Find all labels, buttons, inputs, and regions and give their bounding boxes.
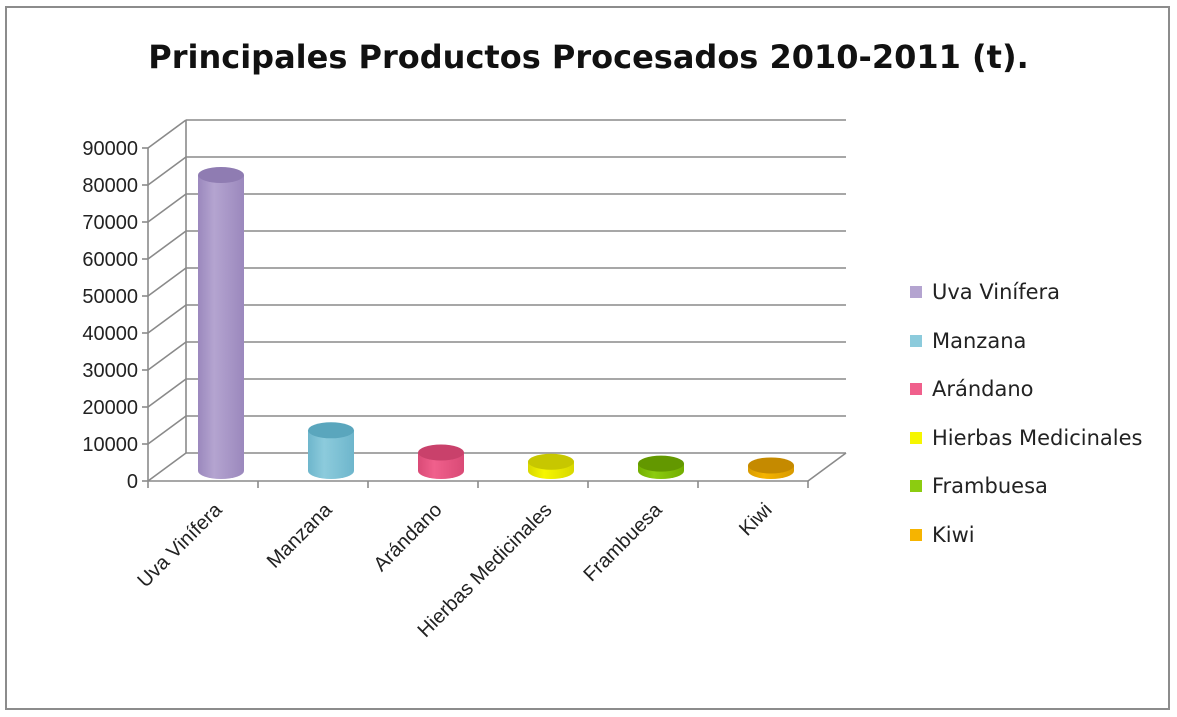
legend-item: Manzana (910, 317, 1142, 366)
bar-top-4 (528, 453, 574, 470)
gridline-depth (147, 304, 187, 334)
gridline-depth (147, 415, 187, 445)
x-tick-label: Manzana (263, 498, 337, 572)
bar-2 (308, 430, 354, 479)
legend-swatch (910, 431, 922, 444)
gridline-depth (147, 341, 187, 371)
legend-item: Hierbas Medicinales (910, 414, 1142, 463)
legend-label: Manzana (932, 328, 1027, 353)
y-tick-label: 60000 (82, 249, 138, 271)
y-tick-label: 0 (127, 471, 138, 493)
legend-label: Frambuesa (932, 474, 1048, 499)
legend-label: Hierbas Medicinales (932, 425, 1143, 450)
legend-item: Arándano (910, 365, 1142, 414)
gridline-depth (147, 119, 187, 149)
legend-swatch (910, 334, 922, 347)
chart-legend: Uva Vinífera Manzana Arándano Hierbas Medic… (910, 268, 1142, 559)
gridline-depth (147, 267, 187, 297)
bar-top-3 (418, 444, 464, 461)
floor-right-edge (807, 452, 847, 482)
legend-item: Kiwi (910, 511, 1142, 560)
x-tick-label: Arándano (370, 499, 447, 576)
gridline-depth (147, 230, 187, 260)
legend-item: Uva Vinífera (910, 268, 1142, 317)
y-tick-label: 40000 (82, 323, 138, 345)
bar-top-2 (308, 422, 354, 439)
legend-item: Frambuesa (910, 462, 1142, 511)
y-tick-label: 30000 (82, 360, 138, 382)
legend-swatch (910, 528, 922, 541)
bar-top-1 (198, 167, 244, 183)
y-tick-label: 70000 (82, 212, 138, 234)
legend-swatch (910, 383, 922, 396)
gridline-depth (147, 452, 187, 482)
gridline-depth (147, 378, 187, 408)
legend-label: Kiwi (932, 522, 975, 547)
x-tick-label: Uva Vinífera (133, 498, 227, 592)
bar-top-6 (748, 457, 794, 474)
gridline-depth (147, 193, 187, 223)
x-tick-label: Frambuesa (579, 498, 667, 586)
y-tick-label: 80000 (82, 175, 138, 197)
chart-title: Principales Productos Procesados 2010-20… (148, 38, 1029, 76)
bar-top-5 (638, 455, 684, 472)
legend-label: Uva Vinífera (932, 280, 1061, 305)
y-tick-label: 20000 (82, 397, 138, 419)
gridline-depth (147, 156, 187, 186)
y-tick-label: 50000 (82, 286, 138, 308)
legend-swatch (910, 480, 922, 493)
bar-1 (198, 175, 244, 479)
y-tick-label: 90000 (82, 138, 138, 160)
y-tick-label: 10000 (82, 434, 138, 456)
legend-swatch (910, 286, 922, 299)
legend-label: Arándano (932, 377, 1034, 402)
x-tick-label: Kiwi (735, 499, 776, 540)
